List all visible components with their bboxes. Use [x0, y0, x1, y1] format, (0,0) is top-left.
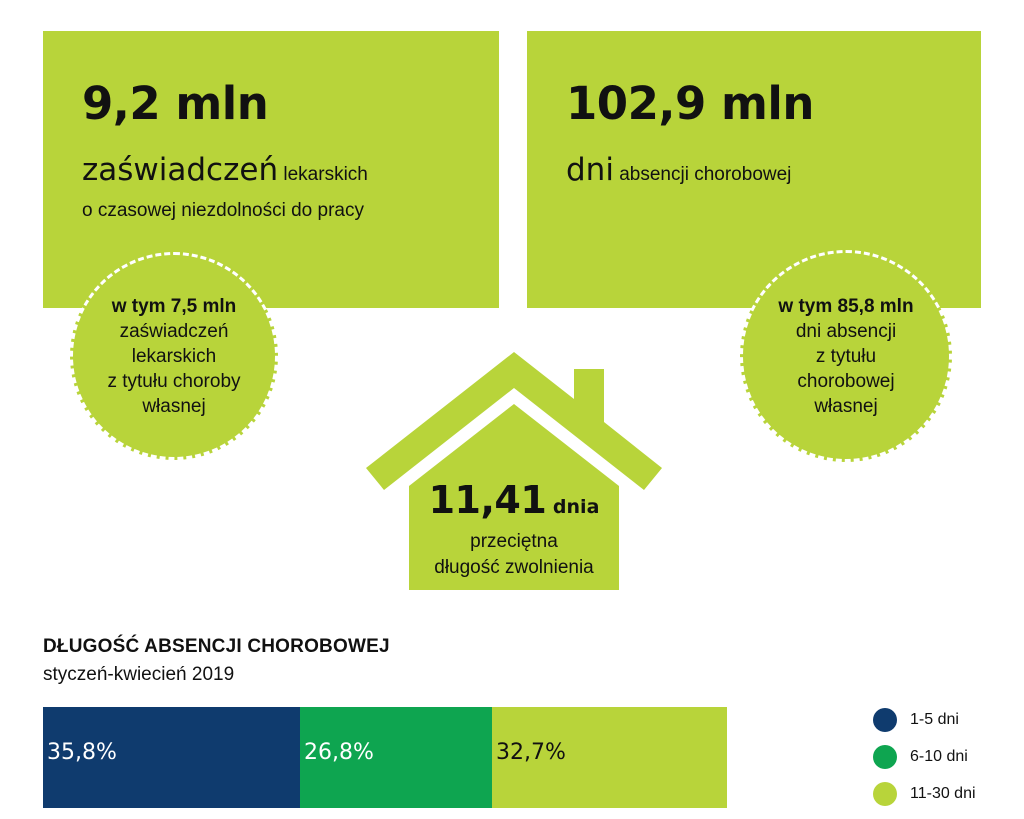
days-own-illness-value: w tym 85,8 mln	[778, 295, 914, 317]
legend-swatch	[873, 782, 897, 806]
data-label-6-10: 26,8%	[304, 740, 374, 765]
certificates-description: o czasowej niezdolności do pracy	[82, 200, 364, 221]
days-label: dni absencji chorobowej	[566, 152, 791, 188]
legend-item-11-30: 11-30 dni	[873, 782, 976, 806]
average-label-line1: przeciętna	[470, 531, 558, 552]
data-label-1-5: 35,8%	[47, 740, 117, 765]
legend-item-6-10: 6-10 dni	[873, 745, 968, 769]
average-duration: 11,41 dnia	[408, 478, 620, 522]
days-word-suffix: absencji chorobowej	[613, 164, 792, 185]
chart-title: DŁUGOŚĆ ABSENCJI CHOROBOWEJ	[43, 636, 390, 657]
average-value: 11,41	[428, 478, 547, 522]
legend-label: 11-30 dni	[910, 785, 976, 802]
chart-subtitle: styczeń-kwiecień 2019	[43, 664, 235, 685]
house-icon	[366, 352, 662, 590]
certificates-word-suffix: lekarskich	[278, 164, 368, 185]
legend-swatch	[873, 745, 897, 769]
circle-line: własnej	[142, 395, 206, 417]
circle-line: z tytułu	[815, 345, 877, 367]
days-own-illness-circle: w tym 85,8 mln dni absencji z tytułu cho…	[740, 250, 952, 462]
legend-label: 1-5 dni	[910, 711, 959, 728]
legend-swatch	[873, 708, 897, 732]
bar-segment-1-5	[43, 707, 300, 808]
average-label-line2: długość zwolnienia	[434, 557, 594, 578]
average-unit: dnia	[546, 496, 600, 518]
certificates-own-illness-circle: w tym 7,5 mln zaświadczeń lekarskich z t…	[70, 252, 278, 460]
bar-segment-6-10	[300, 707, 492, 808]
circle-line: chorobowej	[797, 370, 895, 392]
circle-line: własnej	[814, 395, 878, 417]
certificates-value: 9,2 mln	[82, 77, 269, 130]
certificates-label: zaświadczeń lekarskich	[82, 152, 368, 188]
certificates-own-illness-value: w tym 7,5 mln	[111, 295, 237, 317]
days-value: 102,9 mln	[566, 77, 814, 130]
circle-line: lekarskich	[131, 345, 217, 367]
legend-label: 6-10 dni	[910, 748, 968, 765]
days-word: dni	[566, 152, 614, 188]
legend-item-1-5: 1-5 dni	[873, 708, 959, 732]
certificates-word: zaświadczeń	[82, 152, 279, 188]
circle-line: zaświadczeń	[119, 320, 229, 342]
data-label-11-30: 32,7%	[496, 740, 566, 765]
bar-segment-11-30	[492, 707, 727, 808]
days-panel	[527, 31, 981, 308]
certificates-panel	[43, 31, 499, 308]
circle-line: dni absencji	[795, 320, 897, 342]
circle-line: z tytułu choroby	[107, 370, 241, 392]
